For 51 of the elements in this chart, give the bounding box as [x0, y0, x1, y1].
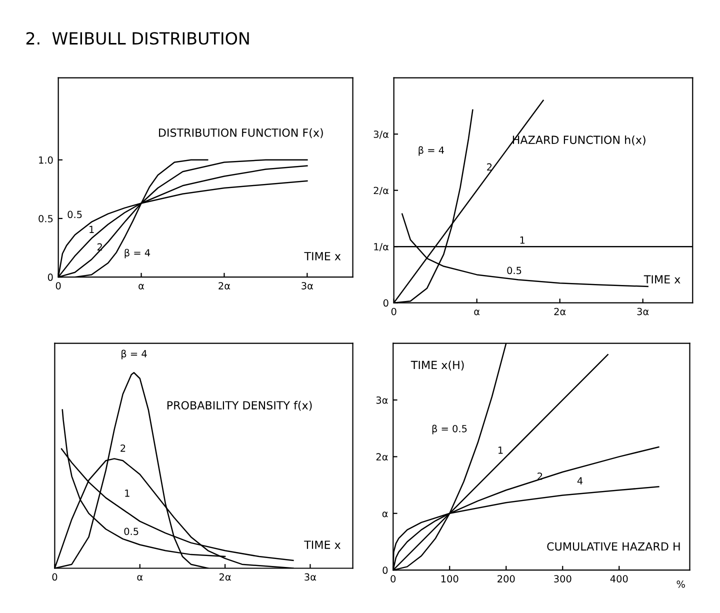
- x-tick-label: 400: [610, 575, 628, 582]
- y-tick-label: 1.0: [39, 156, 53, 164]
- text: CUMULATIVE HAZARD H: [547, 542, 680, 551]
- y-tick-label: 1/α: [374, 243, 389, 252]
- series-label: β = 4: [122, 350, 147, 360]
- y-axis-title: TIME x(H): [410, 360, 464, 370]
- text: PROBABILITY DENSITY f(x): [167, 400, 312, 411]
- x-axis-title: TIME x: [644, 275, 680, 284]
- y-tick-label: 2/α: [374, 186, 389, 195]
- x-tick-label: α: [474, 310, 480, 316]
- series-label: β = 4: [124, 248, 150, 258]
- series-label: 0.5: [124, 528, 138, 536]
- y-tick-label: 0: [48, 274, 53, 281]
- x-tick-label: 2α: [219, 573, 231, 581]
- series-label: 0.5: [68, 210, 82, 218]
- series-label: 1: [520, 236, 525, 244]
- series-label: 4: [577, 477, 583, 484]
- x-tick-label: 100: [441, 575, 458, 582]
- x-axis-title: TIME x: [304, 252, 341, 260]
- series-label: 1: [498, 446, 503, 454]
- x-tick-label: 200: [498, 575, 515, 582]
- series-label: 0.5: [507, 266, 522, 274]
- x-tick-label: 0: [391, 308, 396, 316]
- chart-title: 2. WEIBULL DISTRIBUTION: [26, 32, 249, 45]
- series-label: 2: [487, 163, 492, 171]
- x-tick-label: 300: [554, 575, 572, 582]
- x-tick-label: 0: [390, 575, 396, 582]
- x-tick-label: 3α: [304, 573, 316, 581]
- x-tick-label: 3α: [302, 282, 314, 290]
- x-tick-label: 0: [56, 282, 61, 290]
- text: %: [676, 580, 685, 588]
- series-label: 2: [120, 444, 126, 452]
- x-tick-label: 2α: [218, 282, 230, 290]
- y-tick-label: 0: [383, 299, 388, 307]
- y-tick-label: 0.5: [38, 214, 53, 222]
- series-label: 1: [125, 490, 130, 497]
- series-label: 1: [90, 226, 94, 233]
- y-tick-label: 2α: [376, 453, 388, 460]
- y-tick-label: 0: [382, 566, 388, 574]
- y-tick-label: α: [382, 512, 388, 518]
- x-tick-label: 2α: [554, 308, 566, 316]
- text: DISTRIBUTION FUNCTION F(x): [159, 128, 323, 138]
- x-tick-label: α: [138, 284, 144, 290]
- text: β = 4: [418, 146, 444, 156]
- x-tick-label: α: [137, 575, 143, 581]
- series-label: β = 0.5: [432, 424, 467, 434]
- y-tick-label: 3α: [376, 396, 388, 404]
- x-tick-label: 3α: [637, 308, 649, 316]
- x-axis-title: TIME x: [304, 540, 341, 549]
- y-tick-label: 3/α: [374, 130, 389, 139]
- text: HAZARD FUNCTION h(x): [512, 135, 646, 146]
